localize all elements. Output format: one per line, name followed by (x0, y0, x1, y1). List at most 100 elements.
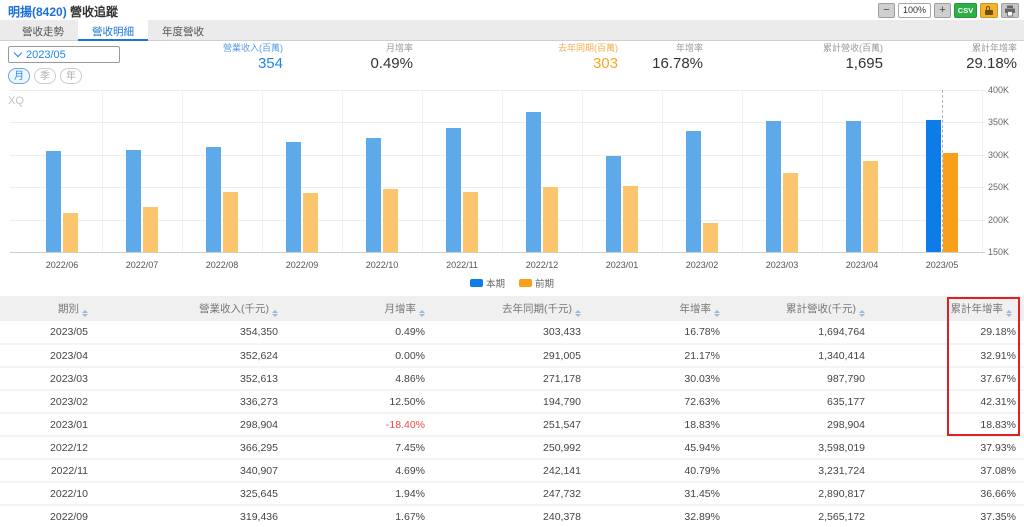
bar-current-2022-07[interactable] (126, 149, 141, 252)
bar-current-2022-08[interactable] (206, 147, 221, 252)
bar-prior-2022-12[interactable] (543, 186, 558, 252)
col-header-revenue[interactable]: 營業收入(千元) (100, 296, 290, 321)
bar-current-2023-02[interactable] (686, 131, 701, 252)
cell-revenue: 319,436 (100, 505, 290, 527)
gridline (422, 90, 423, 252)
cell-yoy: 16.78% (593, 321, 732, 345)
legend-item-current[interactable]: 本期 (469, 276, 505, 290)
cell-revenue: 325,645 (100, 482, 290, 506)
col-header-last-year[interactable]: 去年同期(千元) (437, 296, 593, 321)
x-axis-tick: 2022/10 (365, 260, 399, 270)
sort-icon (272, 309, 278, 317)
bar-current-2023-01[interactable] (606, 155, 621, 252)
bar-prior-2023-04[interactable] (863, 160, 878, 252)
stock-name: 明揚(8420) (8, 5, 67, 19)
col-header-cum-revenue[interactable]: 累計營收(千元) (732, 296, 877, 321)
zoom-out-button[interactable]: − (878, 3, 895, 18)
granularity-year-button[interactable]: 年 (60, 68, 82, 84)
col-header-yoy[interactable]: 年增率 (593, 296, 732, 321)
bar-current-2022-06[interactable] (46, 150, 61, 252)
col-header-cum-yoy[interactable]: 累計年增率 (877, 296, 1024, 321)
gridline (822, 90, 823, 252)
tab-revenue-trend[interactable]: 營收走勢 (22, 26, 64, 38)
table-row: 2022/12 366,295 7.45% 250,992 45.94% 3,598,01… (0, 436, 1024, 460)
bar-prior-2023-05[interactable] (943, 152, 958, 252)
bar-prior-2023-03[interactable] (783, 173, 798, 252)
cell-last-year: 240,378 (437, 505, 593, 527)
cell-cum-revenue: 2,890,817 (732, 482, 877, 506)
cell-period: 2023/02 (0, 390, 100, 414)
bar-current-2022-09[interactable] (286, 142, 301, 252)
gridline (10, 154, 985, 156)
bar-prior-2022-09[interactable] (303, 193, 318, 252)
legend-label-current: 本期 (485, 279, 505, 290)
x-axis-tick: 2022/11 (446, 260, 478, 270)
stat-cumulative-yoy-growth-label: 累計年增率 (971, 43, 1017, 53)
stat-yoy-growth-label: 年增率 (675, 43, 703, 53)
gridline (982, 90, 983, 252)
bar-current-2022-10[interactable] (366, 138, 381, 252)
chevron-down-icon (13, 48, 23, 58)
col-header-cum-revenue-label: 累計營收(千元) (786, 302, 856, 315)
bar-prior-2022-10[interactable] (383, 188, 398, 252)
cell-period: 2023/01 (0, 413, 100, 437)
bar-prior-2023-01[interactable] (623, 186, 638, 252)
granularity-month-button[interactable]: 月 (8, 68, 30, 84)
controls-row: 2023/05 月季年 營業收入(百萬) 354 月增率 0.49% 去年同期(百萬) 3… (0, 42, 1024, 88)
y-axis-tick: 400K (988, 85, 1010, 95)
bar-prior-2022-08[interactable] (223, 192, 238, 252)
table-row: 2023/04 352,624 0.00% 291,005 21.17% 1,340,41… (0, 344, 1024, 368)
zoom-level-display[interactable]: 100% (898, 3, 931, 18)
cell-yoy: 21.17% (593, 344, 732, 368)
bar-current-2023-05[interactable] (926, 119, 941, 252)
cell-yoy: 18.83% (593, 413, 732, 437)
period-select[interactable]: 2023/05 (8, 46, 120, 63)
cell-period: 2022/12 (0, 436, 100, 460)
legend-swatch-current (469, 279, 483, 287)
gridline (10, 219, 985, 221)
zoom-in-button[interactable]: + (934, 3, 951, 18)
bar-prior-2022-11[interactable] (463, 192, 478, 252)
gridline (902, 90, 903, 252)
stat-mom-growth-value: 0.49% (370, 55, 413, 72)
col-header-period[interactable]: 期別 (0, 296, 100, 321)
cell-last-year: 247,732 (437, 482, 593, 506)
csv-export-button[interactable]: CSV (954, 3, 977, 18)
period-select-value: 2023/05 (26, 48, 66, 61)
cell-period: 2023/04 (0, 344, 100, 368)
cell-last-year: 271,178 (437, 367, 593, 391)
x-axis-tick: 2022/07 (125, 260, 159, 270)
table-row: 2023/05 354,350 0.49% 303,433 16.78% 1,694,76… (0, 321, 1024, 345)
col-header-cum-yoy-label: 累計年增率 (950, 302, 1004, 315)
lock-button[interactable] (980, 3, 998, 18)
col-header-yoy-label: 年增率 (679, 302, 712, 315)
granularity-quarter-button[interactable]: 季 (34, 68, 56, 84)
bar-current-2022-12[interactable] (526, 111, 541, 252)
tab-annual-revenue[interactable]: 年度營收 (162, 26, 204, 38)
bar-prior-2022-06[interactable] (63, 213, 78, 252)
tab-revenue-detail[interactable]: 營收明細 (78, 20, 148, 41)
bar-current-2022-11[interactable] (446, 128, 461, 252)
cell-cum-revenue: 3,231,724 (732, 459, 877, 483)
cell-revenue: 336,273 (100, 390, 290, 414)
legend-item-prior[interactable]: 前期 (519, 276, 554, 290)
chart-legend: 本期 前期 (0, 276, 1024, 290)
stat-cumulative-revenue: 累計營收(百萬) 1,695 (703, 42, 883, 73)
cell-revenue: 298,904 (100, 413, 290, 437)
y-axis-tick: 150K (988, 247, 1010, 257)
cell-yoy: 31.45% (593, 482, 732, 506)
print-button[interactable] (1001, 3, 1019, 18)
y-axis-tick: 200K (988, 214, 1010, 225)
bar-prior-2023-02[interactable] (703, 222, 718, 252)
x-axis-tick: 2023/03 (765, 260, 799, 270)
bar-prior-2022-07[interactable] (143, 207, 158, 252)
stat-cumulative-revenue-label: 累計營收(百萬) (823, 43, 883, 53)
cell-period: 2022/10 (0, 482, 100, 506)
cell-period: 2023/03 (0, 367, 100, 391)
sort-icon (1006, 309, 1012, 317)
bar-current-2023-03[interactable] (766, 120, 781, 252)
table-header-row: 期別 營業收入(千元) 月增率 去年同期(千元) 年增率 累計營收(千元) 累計年增率 (0, 296, 1024, 321)
col-header-mom[interactable]: 月增率 (290, 296, 437, 321)
gridline (10, 90, 985, 91)
bar-current-2023-04[interactable] (846, 120, 861, 252)
